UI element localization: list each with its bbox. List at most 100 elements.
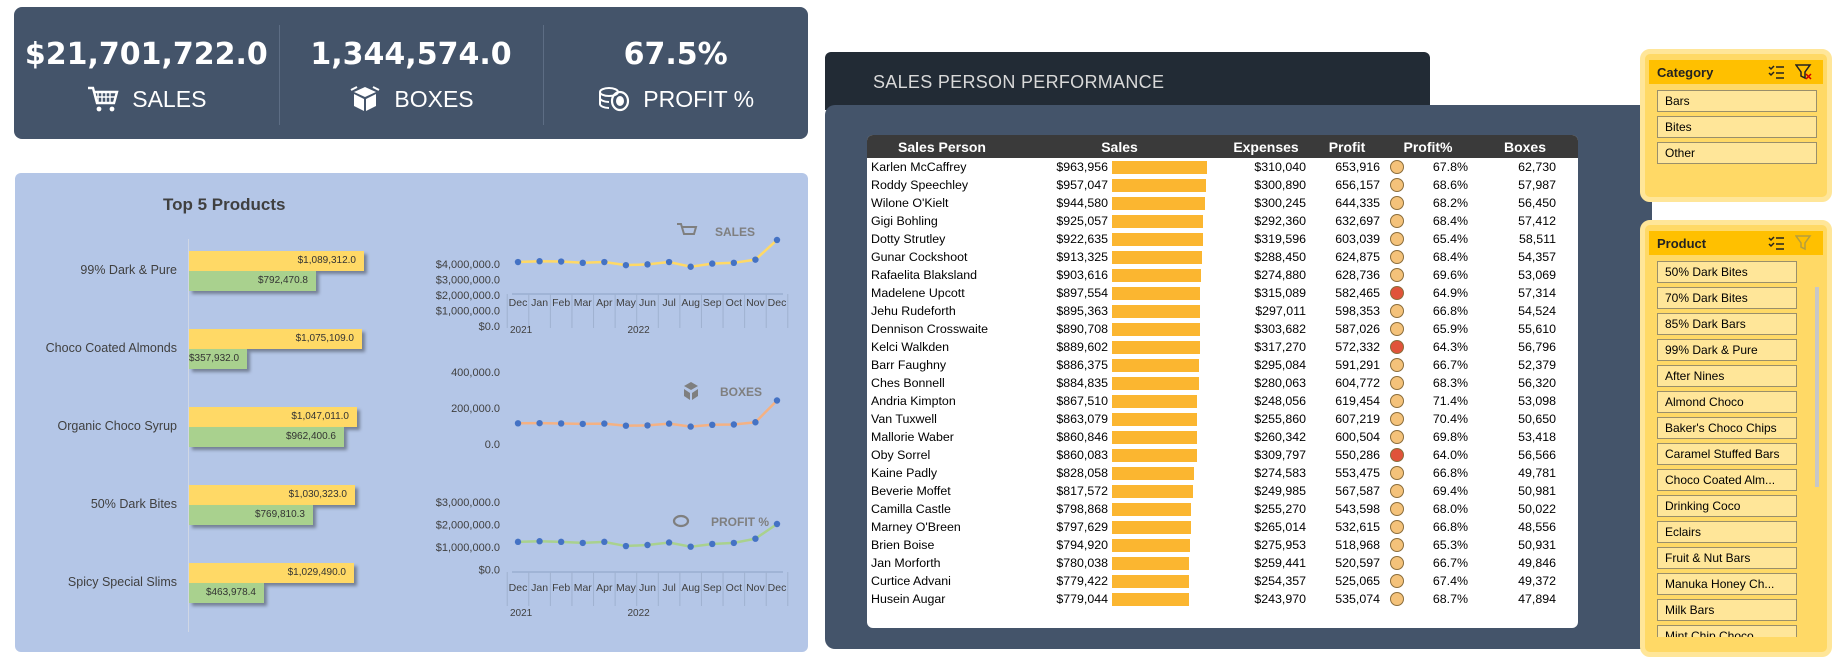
sales-value: $779,422: [1056, 574, 1108, 588]
col-sales-person[interactable]: Sales Person: [867, 135, 1017, 158]
col-profit[interactable]: Profit: [1310, 135, 1384, 158]
col-profit-pct[interactable]: Profit%: [1384, 135, 1472, 158]
profit-value: 520,597: [1335, 556, 1380, 570]
col-sales[interactable]: Sales: [1017, 135, 1222, 158]
profit-value: 656,157: [1335, 178, 1380, 192]
category-slicer-item[interactable]: Bites: [1657, 116, 1817, 138]
sales-databar: [1112, 556, 1189, 570]
profit-value: 604,772: [1335, 376, 1380, 390]
sales-databar-cell: [1112, 410, 1222, 428]
boxes-value: 47,894: [1518, 592, 1556, 606]
expenses-value: $297,011: [1255, 304, 1306, 318]
expenses-value: $310,040: [1254, 160, 1306, 174]
sales-databar-cell: [1112, 176, 1222, 194]
data-point: [557, 258, 565, 265]
sales-databar-cell: [1112, 464, 1222, 482]
boxes-value: 53,098: [1518, 394, 1556, 408]
multi-select-icon[interactable]: [1767, 234, 1785, 252]
expenses-value: $295,084: [1254, 358, 1306, 372]
sales-databar: [1112, 322, 1200, 336]
product-slicer-item[interactable]: 70% Dark Bites: [1657, 287, 1797, 309]
product-slicer-item[interactable]: Mint Chip Choco: [1657, 625, 1797, 637]
product-slicer-item[interactable]: Baker's Choco Chips: [1657, 417, 1797, 439]
category-slicer-item[interactable]: Other: [1657, 142, 1817, 164]
profit-pct-value: 64.9%: [1432, 286, 1468, 300]
expenses-value: $317,270: [1254, 340, 1306, 354]
expenses-value: $248,056: [1254, 394, 1306, 408]
sales-databar-cell: [1112, 590, 1222, 608]
product-slicer-item[interactable]: Manuka Honey Ch...: [1657, 573, 1797, 595]
expenses-value: $260,342: [1254, 430, 1306, 444]
boxes-value: 62,730: [1518, 160, 1556, 174]
sales-value: $903,616: [1056, 268, 1108, 282]
profit-pct-value: 68.7%: [1432, 592, 1468, 606]
sales-databar-cell: [1112, 248, 1222, 266]
status-cell: [1384, 500, 1410, 518]
boxes-value: 57,314: [1518, 286, 1556, 300]
data-point: [773, 520, 781, 528]
product-slicer-item[interactable]: 85% Dark Bars: [1657, 313, 1797, 335]
profit-bar: $463,978.4: [189, 583, 264, 603]
x-tick-label: Aug: [681, 297, 700, 309]
sales-person-name: Camilla Castle: [871, 502, 951, 516]
status-cell: [1384, 464, 1410, 482]
boxes-value: 53,069: [1518, 268, 1556, 282]
product-slicer-item[interactable]: Drinking Coco: [1657, 495, 1797, 517]
x-tick-label: Oct: [726, 297, 742, 309]
data-point: [709, 540, 716, 548]
product-slicer-item[interactable]: Fruit & Nut Bars: [1657, 547, 1797, 569]
kpi-sales-value: $21,701,722.0: [24, 37, 268, 72]
status-cell: [1384, 266, 1410, 284]
product-slicer-item[interactable]: Milk Bars: [1657, 599, 1797, 621]
col-boxes[interactable]: Boxes: [1472, 135, 1578, 158]
multi-select-icon[interactable]: [1767, 63, 1785, 81]
status-cell: [1384, 302, 1410, 320]
clear-filter-icon[interactable]: [1795, 234, 1813, 252]
table-row: Karlen McCaffrey $963,956 $310,040 653,916 6…: [867, 158, 1578, 176]
y-tick-label: $3,000,000.0: [436, 275, 500, 287]
data-point: [601, 420, 608, 427]
boxes-value: 49,781: [1518, 466, 1556, 480]
sales-person-name: Gunar Cockshoot: [871, 250, 968, 264]
expenses-value: $300,890: [1254, 178, 1306, 192]
status-cell: [1384, 482, 1410, 500]
category-slicer-item[interactable]: Bars: [1657, 90, 1817, 112]
sales-person-title: SALES PERSON PERFORMANCE: [873, 72, 1165, 92]
status-indicator-icon: [1390, 592, 1404, 607]
x-tick-label: Dec: [509, 582, 528, 594]
profit-value: 572,332: [1335, 340, 1380, 354]
product-slicer-item[interactable]: Eclairs: [1657, 521, 1797, 543]
product-slicer-item[interactable]: Caramel Stuffed Bars: [1657, 443, 1797, 465]
col-expenses[interactable]: Expenses: [1222, 135, 1310, 158]
boxes-value: 50,022: [1518, 502, 1556, 516]
category-slicer: Category Bars Bites Other: [1640, 49, 1832, 202]
product-slicer-item[interactable]: Choco Coated Alm...: [1657, 469, 1797, 491]
expenses-value: $265,014: [1254, 520, 1306, 534]
status-cell: [1384, 572, 1410, 590]
status-indicator-icon: [1390, 376, 1404, 391]
sales-databar: [1112, 196, 1205, 210]
profit-bar: $357,932.0: [189, 349, 247, 369]
product-slicer-item[interactable]: 50% Dark Bites: [1657, 261, 1797, 283]
expenses-value: $274,880: [1254, 268, 1306, 282]
profit-pct-value: 66.8%: [1432, 304, 1468, 318]
product-slicer-item[interactable]: 99% Dark & Pure: [1657, 339, 1797, 361]
sales-person-table: Sales Person Sales Expenses Profit Profi…: [867, 135, 1578, 608]
kpi-panel: $21,701,722.0 SALES 1,344,574.0 BOXES 67…: [14, 7, 808, 139]
x-tick-label: Aug: [681, 582, 700, 594]
sales-value: $957,047: [1056, 178, 1108, 192]
data-point: [579, 259, 586, 266]
profit-value: 624,875: [1335, 250, 1380, 264]
sales-value: $963,956: [1056, 160, 1108, 174]
status-indicator-icon: [1390, 430, 1404, 445]
year-label: 2021: [510, 608, 533, 619]
clear-filter-icon[interactable]: [1795, 63, 1813, 81]
status-indicator-icon: [1390, 214, 1404, 229]
profit-pct-value: 66.8%: [1432, 520, 1468, 534]
product-slicer-item[interactable]: After Nines: [1657, 365, 1797, 387]
sales-person-table-wrap: Sales Person Sales Expenses Profit Profi…: [867, 135, 1578, 628]
product-slicer-item[interactable]: Almond Choco: [1657, 391, 1797, 413]
sales-bar: $1,089,312.0: [189, 251, 364, 271]
status-indicator-icon: [1390, 286, 1404, 301]
product-slicer-scrollbar[interactable]: [1815, 287, 1819, 487]
